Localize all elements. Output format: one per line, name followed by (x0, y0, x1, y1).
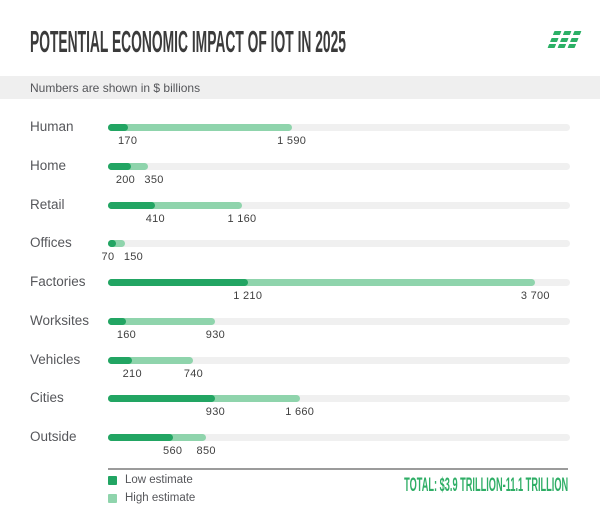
category-label: Cities (30, 390, 64, 405)
category-label: Offices (30, 235, 72, 250)
high-estimate-bar (108, 357, 194, 364)
low-value-label: 160 (116, 329, 137, 341)
low-estimate-bar (108, 434, 173, 441)
low-estimate-bar (108, 279, 248, 286)
legend-item-high: High estimate (108, 492, 195, 505)
low-value-label: 410 (145, 213, 165, 225)
chart-legend: Low estimate High estimate (108, 474, 195, 510)
chart-row: Outside 560 850 (0, 429, 600, 472)
high-value-label: 850 (196, 445, 216, 457)
chart-row: Worksites 160 930 (0, 313, 600, 356)
category-label: Worksites (30, 313, 90, 328)
page-title: POTENTIAL ECONOMIC IMPACT OF IOT IN 2025 (30, 24, 346, 59)
high-value-label: 1 660 (285, 406, 315, 418)
legend-item-low: Low estimate (108, 474, 195, 487)
low-value-label: 930 (205, 406, 226, 418)
high-estimate-bar (108, 279, 536, 286)
low-estimate-bar (108, 318, 127, 325)
chart-row: Offices 70 150 (0, 235, 600, 278)
high-estimate-bar (108, 318, 216, 325)
category-label: Outside (30, 429, 77, 444)
chart-row: Cities 930 1 660 (0, 390, 600, 433)
low-value-label: 200 (115, 174, 136, 186)
footer-divider (108, 468, 568, 470)
low-value-label: 210 (122, 368, 142, 380)
chart-row: Home 200 350 (0, 158, 600, 201)
high-estimate-swatch (108, 494, 117, 503)
category-label: Retail (30, 197, 65, 212)
chart-row: Factories 1 210 3 700 (0, 274, 600, 317)
low-estimate-bar (108, 240, 117, 247)
low-estimate-bar (108, 124, 128, 131)
bar-track (108, 395, 570, 402)
high-estimate-bar (108, 202, 242, 209)
bar-track (108, 434, 570, 441)
bar-track (108, 124, 570, 131)
high-value-label: 1 590 (277, 135, 307, 147)
low-value-label: 70 (101, 251, 115, 263)
high-estimate-bar (108, 240, 126, 247)
low-value-label: 170 (117, 135, 138, 147)
category-label: Vehicles (30, 352, 81, 367)
high-value-label: 930 (205, 329, 226, 341)
category-label: Home (30, 158, 67, 173)
high-value-label: 150 (123, 251, 144, 263)
high-estimate-bar (108, 124, 292, 131)
legend-label-high: High estimate (125, 492, 196, 504)
high-value-label: 1 160 (227, 213, 257, 225)
category-label: Factories (30, 274, 86, 289)
low-value-label: 560 (163, 445, 183, 457)
low-estimate-bar (108, 163, 132, 170)
low-estimate-bar (108, 357, 133, 364)
bar-track (108, 202, 570, 209)
bar-track (108, 357, 570, 364)
chart-row: Human 170 1 590 (0, 119, 600, 162)
legend-label-low: Low estimate (125, 474, 193, 486)
bar-track (108, 240, 570, 247)
low-estimate-bar (108, 395, 216, 402)
bar-track (108, 163, 570, 170)
units-note: Numbers are shown in $ billions (30, 80, 201, 95)
low-estimate-bar (108, 202, 156, 209)
bar-track (108, 318, 570, 325)
total-range: TOTAL: $3.9 TRILLION-11.1 TRILLION (404, 475, 568, 496)
high-value-label: 350 (144, 174, 164, 186)
high-value-label: 740 (183, 368, 204, 380)
bar-track (108, 279, 570, 286)
chart-row: Retail 410 1 160 (0, 197, 600, 240)
chart-row: Vehicles 210 740 (0, 352, 600, 395)
category-label: Human (30, 119, 74, 134)
units-note-bar: Numbers are shown in $ billions (0, 76, 600, 99)
low-value-label: 1 210 (233, 290, 263, 302)
low-estimate-swatch (108, 476, 117, 485)
high-value-label: 3 700 (520, 290, 550, 302)
